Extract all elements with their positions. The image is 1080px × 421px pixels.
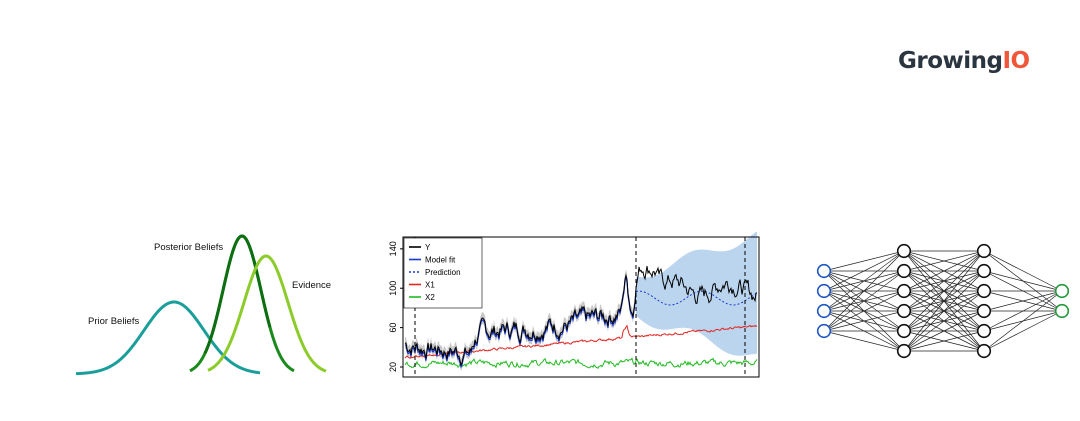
input-node (816, 323, 832, 339)
prior-label: Prior Beliefs (88, 316, 139, 327)
growingio-logo: GrowingIO (898, 48, 1030, 74)
prediction-interval (636, 231, 757, 356)
hidden-node (896, 283, 912, 299)
hidden-node (896, 323, 912, 339)
hidden-node (976, 283, 992, 299)
bayesian-distribution-figure: Prior Beliefs Posterior Beliefs Evidence (60, 220, 350, 390)
evidence-label: Evidence (292, 280, 331, 291)
legend: Y Model fit Prediction X1 X2 (403, 237, 483, 309)
network-edge (983, 270, 1063, 292)
network-edge (903, 270, 985, 352)
hidden-node (896, 263, 912, 279)
timeseries-svg: 20 60 100 140 Y Model fit Prediction X1 X2 (388, 231, 760, 378)
network-edge (903, 250, 985, 312)
network-edge (903, 250, 985, 352)
hidden-node (976, 303, 992, 319)
hidden-node (896, 243, 912, 259)
network-edge (983, 290, 1063, 352)
network-edge (903, 250, 985, 292)
network-edge (823, 250, 905, 312)
prediction-band (405, 231, 757, 371)
y-tick-label: 100 (388, 281, 398, 296)
network-edge (823, 330, 905, 352)
network-edges (823, 250, 1063, 352)
network-edge (823, 310, 905, 332)
series-lines (404, 266, 758, 370)
evidence-curve (207, 254, 327, 373)
timeseries-figure: 20 60 100 140 Y Model fit Prediction X1 X2 (372, 231, 764, 382)
output-node (1054, 303, 1070, 319)
network-edge (823, 270, 905, 332)
legend-label: Model fit (425, 256, 456, 265)
network-edge (823, 250, 905, 292)
hidden-node (976, 323, 992, 339)
fit-band (405, 269, 636, 371)
posterior-label: Posterior Beliefs (154, 242, 223, 253)
network-edge (983, 290, 1063, 312)
network-nodes (816, 243, 1070, 359)
plot-frame (402, 236, 760, 378)
legend-label: X1 (425, 281, 435, 290)
x1-line (404, 324, 758, 359)
network-edge (983, 290, 1063, 332)
input-node (816, 263, 832, 279)
network-edge (823, 290, 905, 332)
y-axis: 20 60 100 140 (388, 241, 403, 372)
legend-label: Prediction (425, 268, 461, 277)
prior-curve (75, 300, 261, 376)
network-edge (903, 310, 985, 352)
x2-line (404, 357, 758, 370)
y-line (404, 266, 758, 367)
neural-network-svg (816, 243, 1070, 359)
hidden-node (896, 343, 912, 359)
logo-text-io: IO (1002, 48, 1031, 74)
hidden-node (976, 243, 992, 259)
network-edge (903, 330, 985, 352)
network-edge (983, 250, 1063, 292)
logo-text-growing: Growing (898, 48, 1003, 74)
hidden-node (896, 303, 912, 319)
hidden-node (976, 343, 992, 359)
legend-label: X2 (425, 293, 435, 302)
input-node (816, 303, 832, 319)
output-node (1054, 283, 1070, 299)
hidden-node (976, 263, 992, 279)
network-edge (903, 250, 985, 272)
network-edge (983, 310, 1063, 352)
y-tick-label: 140 (388, 241, 398, 256)
bayes-svg: Prior Beliefs Posterior Beliefs Evidence (75, 234, 331, 376)
y-tick-label: 20 (388, 362, 398, 372)
y-tick-label: 60 (388, 323, 398, 333)
network-edge (823, 250, 905, 272)
posterior-inner-curve (203, 234, 272, 354)
network-edge (903, 290, 985, 352)
legend-label: Y (425, 243, 431, 252)
neural-network-figure (810, 238, 1080, 368)
network-edge (823, 250, 905, 332)
input-node (816, 283, 832, 299)
network-edge (903, 250, 985, 332)
